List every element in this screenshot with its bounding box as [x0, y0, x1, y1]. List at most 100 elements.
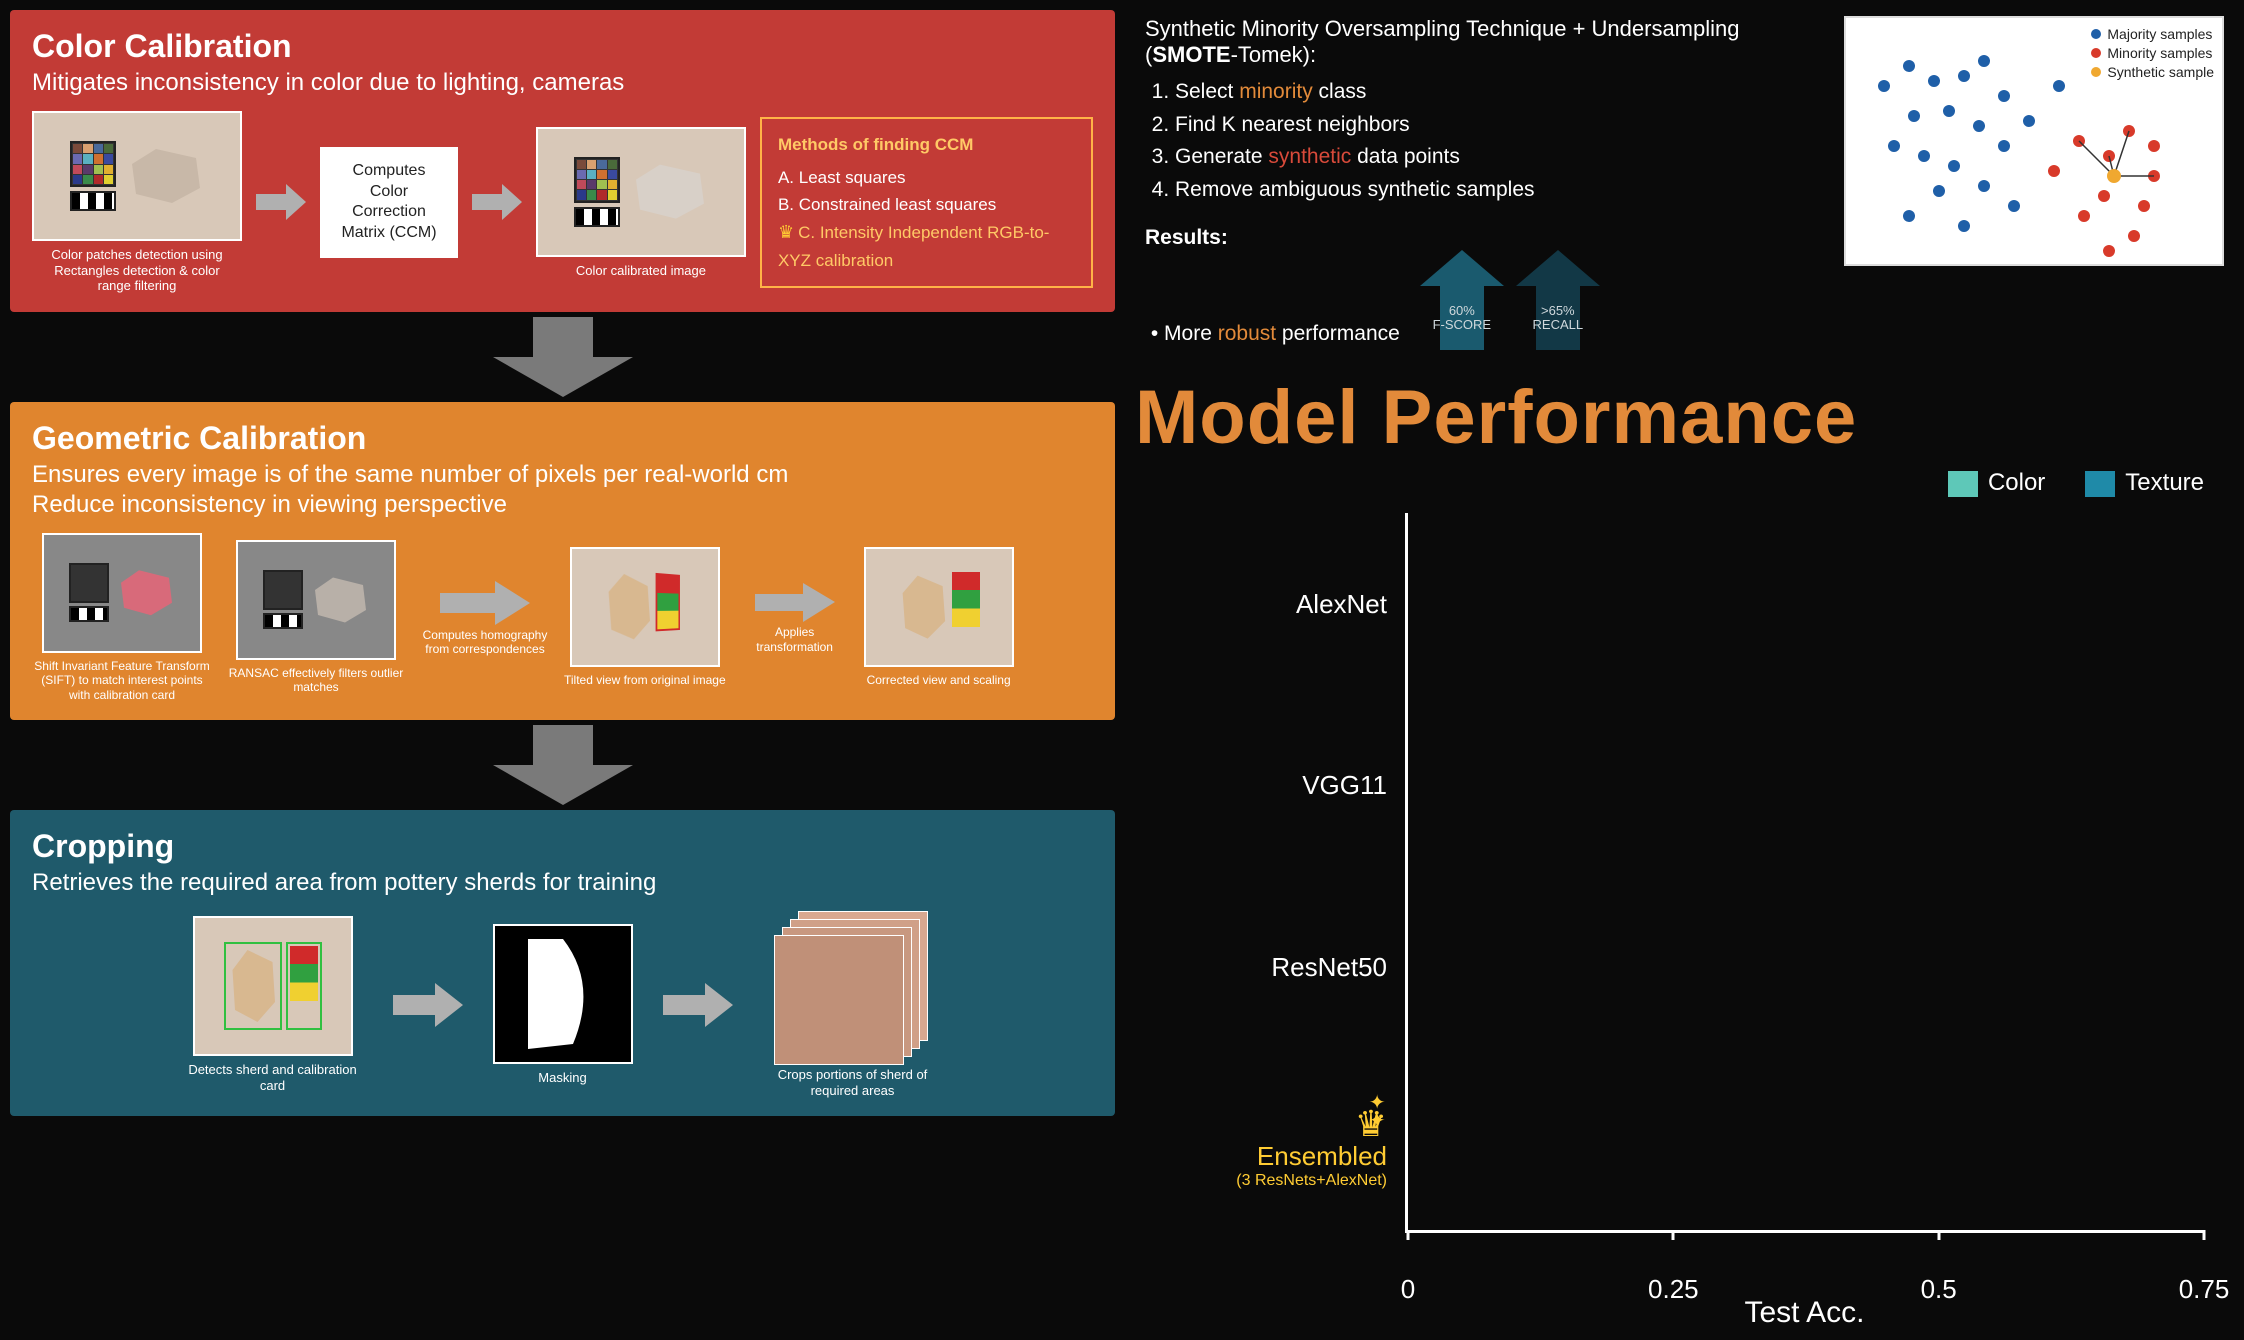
arrow-down-icon [493, 317, 633, 397]
x-tick: 0.75 [2179, 1274, 2230, 1305]
crown-icon: ✦ ✦♛ [1355, 1108, 1387, 1140]
y-axis-label: ✦ ✦♛Ensembled(3 ResNets+AlexNet) [1135, 1058, 1405, 1240]
pipeline-column: Color Calibration Mitigates inconsistenc… [0, 0, 1125, 1340]
ccm-method-a: A. Least squares [778, 164, 1075, 191]
smote-results: Results: • More robust performance 60%F-… [1145, 226, 1824, 346]
ccm-methods-title: Methods of finding CCM [778, 131, 1075, 158]
panel-subtitle-2: Reduce inconsistency in viewing perspect… [32, 491, 1093, 519]
input-image [32, 111, 242, 241]
model-performance-chart: Color Texture AlexNetVGG11ResNet50✦ ✦♛En… [1135, 469, 2234, 1330]
smote-step: Select minority class [1175, 76, 1824, 109]
sherd-icon [115, 568, 175, 618]
panel-title: Cropping [32, 828, 1093, 865]
smote-step: Generate synthetic data points [1175, 141, 1824, 174]
x-tick: 0.25 [1648, 1274, 1699, 1305]
arrow-down-icon [493, 725, 633, 805]
x-tick: 0.5 [1921, 1274, 1957, 1305]
ruler-icon [70, 191, 116, 211]
sherd-icon [603, 569, 652, 646]
image-caption: Detects sherd and calibration card [183, 1062, 363, 1093]
panel-row: Shift Invariant Feature Transform (SIFT)… [32, 533, 1093, 702]
legend-item: Synthetic sample [2091, 64, 2214, 80]
bar-chart: AlexNetVGG11ResNet50✦ ✦♛Ensembled(3 ResN… [1135, 513, 2234, 1240]
legend-item: Minority samples [2091, 45, 2214, 61]
ransac-block: RANSAC effectively filters outlier match… [226, 540, 406, 695]
colorchecker-icon [574, 157, 620, 203]
colorchecker-icon [952, 572, 980, 627]
panel-title: Color Calibration [32, 28, 1093, 65]
ccm-method-b: B. Constrained least squares [778, 191, 1075, 218]
mask-image [493, 924, 633, 1064]
smote-steps-list: Select minority class Find K nearest nei… [1145, 76, 1824, 206]
mask-block: Masking [493, 924, 633, 1086]
corrected-image [864, 547, 1014, 667]
panel-subtitle: Retrieves the required area from pottery… [32, 869, 1093, 897]
detect-block: Detects sherd and calibration card [183, 916, 363, 1093]
crops-block: Crops portions of sherd of required area… [763, 911, 943, 1098]
mask-shape-icon [513, 934, 613, 1054]
panel-subtitle: Mitigates inconsistency in color due to … [32, 69, 1093, 97]
ruler-icon [69, 606, 109, 622]
x-tick: 0 [1401, 1274, 1415, 1305]
metric-arrows: 60%F-SCORE >65%RECALL [1420, 250, 1600, 350]
flow-arrow-gap [10, 312, 1115, 402]
transform-arrow: Applies transformation [740, 580, 850, 654]
smote-step: Remove ambiguous synthetic samples [1175, 174, 1824, 207]
scatter-legend: Majority samples Minority samples Synthe… [2091, 26, 2214, 83]
panel-row: Color patches detection using Rectangles… [32, 111, 1093, 294]
image-caption: RANSAC effectively filters outlier match… [226, 666, 406, 695]
arrow-right-icon [472, 182, 522, 222]
arrow-label: Computes homography from correspondences [420, 628, 550, 657]
chart-legend: Color Texture [1135, 469, 2234, 497]
arrow-right-icon [440, 578, 530, 628]
output-image-block: Color calibrated image [536, 127, 746, 279]
y-axis-label: VGG11 [1135, 695, 1405, 877]
arrow-right-icon [663, 980, 733, 1030]
tilted-block: Tilted view from original image [564, 547, 726, 687]
arrow-label: Applies transformation [740, 625, 850, 654]
arrow-right-icon [755, 580, 835, 625]
ccm-method-c: ♛C. Intensity Independent RGB-to-XYZ cal… [778, 218, 1075, 274]
image-caption: Color patches detection using Rectangles… [47, 247, 227, 294]
colorchecker-icon [263, 570, 303, 610]
corrected-block: Corrected view and scaling [864, 547, 1014, 687]
colorchecker-icon [69, 563, 109, 603]
sift-image [42, 533, 202, 653]
smote-scatter-plot: Majority samples Minority samples Synthe… [1844, 16, 2224, 266]
smote-title: Synthetic Minority Oversampling Techniqu… [1145, 16, 1824, 68]
panel-cropping: Cropping Retrieves the required area fro… [10, 810, 1115, 1116]
ccm-methods-box: Methods of finding CCM A. Least squares … [760, 117, 1093, 289]
colorchecker-icon [655, 573, 679, 632]
legend-item-texture: Texture [2085, 469, 2204, 497]
metric-arrow-fscore: 60%F-SCORE [1420, 250, 1504, 350]
panel-row: Detects sherd and calibration card Maski… [32, 911, 1093, 1098]
legend-item-color: Color [1948, 469, 2045, 497]
sherd-icon [898, 572, 948, 642]
panel-subtitle-1: Ensures every image is of the same numbe… [32, 461, 1093, 489]
crown-icon: ♛ [778, 222, 794, 242]
homography-arrow: Computes homography from correspondences [420, 578, 550, 657]
legend-item: Majority samples [2091, 26, 2214, 42]
sherd-icon [309, 575, 369, 625]
metric-arrow-recall: >65%RECALL [1516, 250, 1600, 350]
ccm-compute-box: Computes Color Correction Matrix (CCM) [320, 147, 458, 258]
y-axis-labels: AlexNetVGG11ResNet50✦ ✦♛Ensembled(3 ResN… [1135, 513, 1405, 1240]
arrow-right-icon [256, 182, 306, 222]
image-caption: Corrected view and scaling [867, 673, 1011, 687]
right-column: Synthetic Minority Oversampling Techniqu… [1125, 0, 2244, 1340]
panel-geometric-calibration: Geometric Calibration Ensures every imag… [10, 402, 1115, 720]
results-bullet: • More robust performance [1145, 322, 1400, 346]
sherd-icon [228, 946, 278, 1026]
image-caption: Color calibrated image [576, 263, 706, 279]
flow-arrow-gap [10, 720, 1115, 810]
image-caption: Masking [538, 1070, 586, 1086]
sift-block: Shift Invariant Feature Transform (SIFT)… [32, 533, 212, 702]
detect-image [193, 916, 353, 1056]
tilted-image [570, 547, 720, 667]
image-caption: Crops portions of sherd of required area… [763, 1067, 943, 1098]
y-axis-label: ResNet50 [1135, 877, 1405, 1059]
arrow-right-icon [393, 980, 463, 1030]
ransac-image [236, 540, 396, 660]
smote-step: Find K nearest neighbors [1175, 109, 1824, 142]
panel-color-calibration: Color Calibration Mitigates inconsistenc… [10, 10, 1115, 312]
